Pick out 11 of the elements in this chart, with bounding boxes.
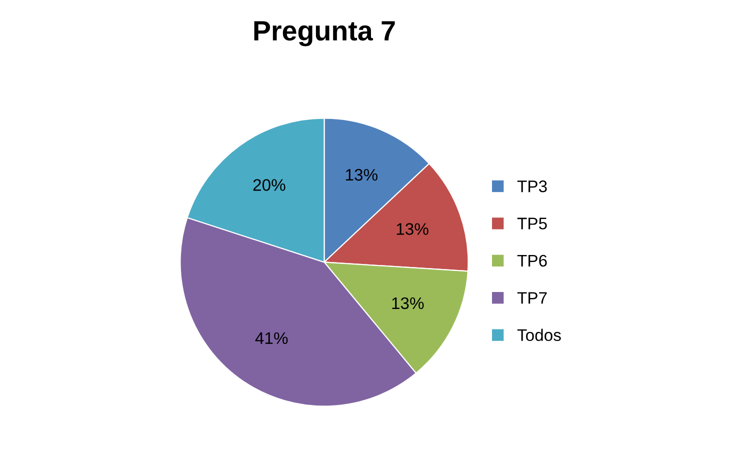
legend-label: TP5	[517, 218, 547, 230]
legend-label: TP7	[517, 292, 547, 304]
data-label: 13%	[392, 297, 424, 310]
legend-label: Todos	[517, 328, 561, 342]
legend-label: TP6	[517, 254, 547, 267]
data-label: 13%	[396, 223, 428, 235]
legend-label: TP3	[517, 180, 547, 192]
chart-title: Pregunta 7	[254, 21, 395, 46]
data-label: 20%	[253, 179, 286, 191]
data-label: 41%	[255, 332, 288, 344]
data-label: 13%	[346, 168, 378, 181]
